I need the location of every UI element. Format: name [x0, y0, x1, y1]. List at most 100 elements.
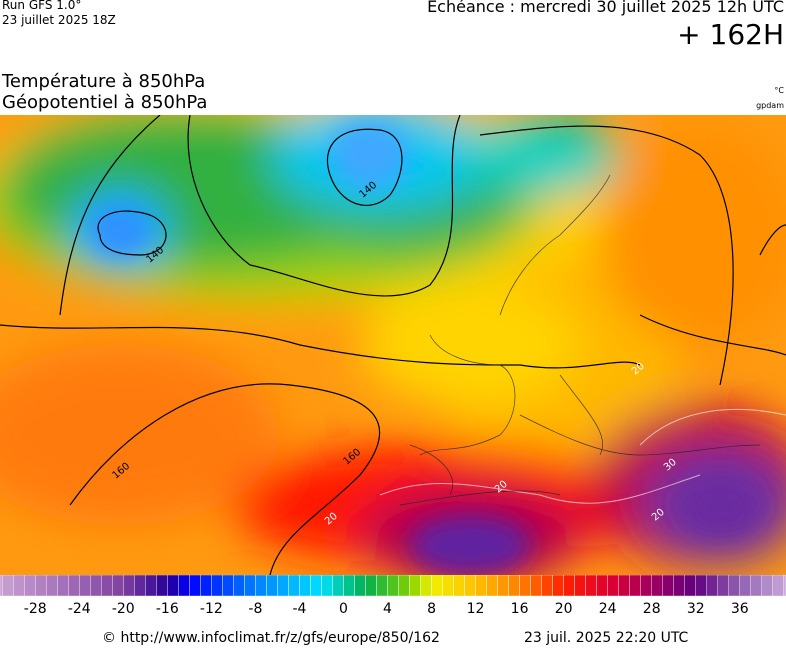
colorbar-cell: [442, 575, 454, 597]
colorbar-cell: [299, 575, 311, 597]
colorbar-cell: [431, 575, 443, 597]
colorbar-cell: [530, 575, 542, 597]
colorbar-cell: [761, 575, 773, 597]
colorbar-cell: [706, 575, 718, 597]
colorbar-cell: [343, 575, 355, 597]
colorbar-cell: [541, 575, 553, 597]
colorbar-cell: [464, 575, 476, 597]
colorbar-cell: [222, 575, 234, 597]
colorbar-cell: [79, 575, 91, 597]
colorbar-cell: [200, 575, 212, 597]
colorbar-tick-label: 32: [687, 601, 705, 617]
colorbar-cell: [497, 575, 509, 597]
colorbar-cell: [365, 575, 377, 597]
colorbar-cell: [618, 575, 630, 597]
geopotential-field: Géopotentiel à 850hPa: [2, 92, 208, 113]
colorbar-cell: [354, 575, 366, 597]
colorbar-tick-label: 4: [383, 601, 392, 617]
colorbar-cell: [156, 575, 168, 597]
colorbar-tick-label: 16: [511, 601, 529, 617]
colorbar-cell: [717, 575, 729, 597]
timestamp: 23 juil. 2025 22:20 UTC: [524, 630, 689, 646]
colorbar-cell: [739, 575, 751, 597]
colorbar-tick-label: 20: [555, 601, 573, 617]
colorbar-cell: [629, 575, 641, 597]
colorbar-cell: [255, 575, 267, 597]
colorbar-cell: [387, 575, 399, 597]
colorbar-cell: [552, 575, 564, 597]
colorbar-cell: [563, 575, 575, 597]
colorbar-tick-label: 24: [599, 601, 617, 617]
colorbar-cell: [178, 575, 190, 597]
colorbar-cell: [277, 575, 289, 597]
colorbar-cell: [728, 575, 740, 597]
colorbar-cell: [167, 575, 179, 597]
colorbar-tick-label: 8: [427, 601, 436, 617]
colorbar-cell: [123, 575, 135, 597]
colorbar-tick-label: -8: [248, 601, 262, 617]
colorbar-cell: [607, 575, 619, 597]
temperature-field: Température à 850hPa: [2, 71, 206, 92]
colorbar-cell: [651, 575, 663, 597]
colorbar-tick-label: -4: [292, 601, 306, 617]
colorbar-cell: [310, 575, 322, 597]
colorbar-cell: [640, 575, 652, 597]
colorbar-cell: [90, 575, 102, 597]
colorbar-tick-label: 12: [467, 601, 485, 617]
colorbar-cell: [508, 575, 520, 597]
colorbar-cell: [695, 575, 707, 597]
colorbar-cell: [486, 575, 498, 597]
colorbar-tick-label: 0: [339, 601, 348, 617]
colorbar-tick-label: 36: [731, 601, 749, 617]
colorbar-cell: [145, 575, 157, 597]
colorbar-cell: [398, 575, 410, 597]
colorbar-cell: [266, 575, 278, 597]
colorbar-cell: [321, 575, 333, 597]
temperature-unit: °C: [774, 86, 784, 95]
run-label: Run GFS 1.0°: [2, 0, 82, 12]
colorbar-tick-label: 28: [643, 601, 661, 617]
run-date: 23 juillet 2025 18Z: [2, 13, 116, 27]
colorbar-cell: [519, 575, 531, 597]
colorbar-cell: [750, 575, 762, 597]
colorbar-cell: [409, 575, 421, 597]
colorbar-cell: [420, 575, 432, 597]
colorbar-cell: [475, 575, 487, 597]
forecast-time: Echéance : mercredi 30 juillet 2025 12h …: [427, 0, 784, 16]
colorbar-cell: [13, 575, 25, 597]
colorbar-tick-label: -16: [156, 601, 179, 617]
colorbar-cell: [134, 575, 146, 597]
colorbar-cell: [233, 575, 245, 597]
colorbar-cell: [46, 575, 58, 597]
colorbar-cell: [101, 575, 113, 597]
colorbar-tick-label: -20: [112, 601, 135, 617]
colorbar: -28 -24 -20 -16 -12 -8 -4 0 4 8 12 16 20 24 28 32 36: [0, 575, 786, 617]
colorbar-cell: [2, 575, 14, 597]
colorbar-cell: [112, 575, 124, 597]
colorbar-cell: [596, 575, 608, 597]
colorbar-cell: [585, 575, 597, 597]
colorbar-cell: [772, 575, 784, 597]
colorbar-cell: [783, 575, 786, 597]
colorbar-cell: [35, 575, 47, 597]
colorbar-cell: [673, 575, 685, 597]
colorbar-cell: [453, 575, 465, 597]
colorbar-cell: [376, 575, 388, 597]
colorbar-cell: [0, 575, 3, 597]
colorbar-tick-label: -28: [24, 601, 47, 617]
colorbar-cell: [68, 575, 80, 597]
colorbar-cell: [244, 575, 256, 597]
colorbar-tick-label: -24: [68, 601, 91, 617]
colorbar-cell: [288, 575, 300, 597]
colorbar-cell: [662, 575, 674, 597]
geopotential-unit: gpdam: [756, 101, 784, 110]
colorbar-tick-label: -12: [200, 601, 223, 617]
colorbar-cell: [574, 575, 586, 597]
colorbar-cell: [189, 575, 201, 597]
source-url: © http://www.infoclimat.fr/z/gfs/europe/…: [102, 630, 440, 646]
colorbar-cell: [57, 575, 69, 597]
lead-time: + 162H: [677, 18, 784, 51]
colorbar-cell: [684, 575, 696, 597]
